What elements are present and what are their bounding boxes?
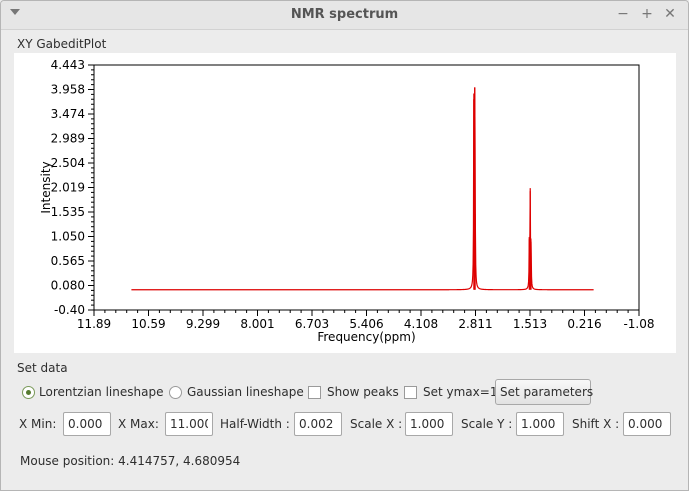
set-ymax-label[interactable]: Set ymax=1 — [423, 385, 498, 399]
y-tick-label: 1.050 — [51, 230, 85, 244]
plot-frame — [93, 64, 640, 311]
halfwidth-label: Half-Width : — [220, 417, 290, 431]
scalex-field[interactable] — [405, 412, 453, 436]
lorentzian-label[interactable]: Lorentzian lineshape — [39, 385, 164, 399]
x-tick-label: 2.811 — [458, 317, 492, 331]
x-tick-label: 0.216 — [567, 317, 601, 331]
set-data-label: Set data — [17, 361, 68, 375]
y-tick-label: 3.958 — [51, 83, 85, 97]
y-tick-label: 2.989 — [51, 132, 85, 146]
maximize-button[interactable]: + — [641, 6, 653, 22]
mouse-position: Mouse position: 4.414757, 4.680954 — [20, 454, 241, 468]
x-axis-label: Frequency(ppm) — [317, 330, 415, 344]
scaley-field[interactable] — [516, 412, 564, 436]
y-tick-label: 4.443 — [51, 58, 85, 72]
set-ymax-checkbox[interactable] — [404, 386, 417, 399]
xmax-label: X Max: — [118, 417, 159, 431]
x-tick-label: 9.299 — [186, 317, 220, 331]
spectrum-line — [131, 87, 594, 291]
halfwidth-field[interactable] — [294, 412, 342, 436]
y-tick-label: 0.080 — [51, 279, 85, 293]
x-tick-label: -1.08 — [623, 317, 654, 331]
x-tick-label: 1.513 — [513, 317, 547, 331]
xmin-label: X Min: — [19, 417, 57, 431]
minimize-button[interactable]: − — [617, 6, 629, 22]
nmr-chart[interactable]: 11.89 10.59 9.299 8.001 6.703 5.406 4.108 2.811… — [14, 53, 676, 353]
x-tick-label: 6.703 — [295, 317, 329, 331]
y-tick-label: -0.40 — [54, 303, 85, 317]
x-tick-label: 11.89 — [77, 317, 111, 331]
y-tick-label: 1.535 — [51, 205, 85, 219]
show-peaks-checkbox[interactable] — [308, 386, 321, 399]
lorentzian-radio[interactable] — [22, 386, 35, 399]
x-tick-label: 8.001 — [240, 317, 274, 331]
y-axis-label: Intensity — [39, 161, 53, 213]
y-tick-label: 2.504 — [51, 156, 85, 170]
scaley-label: Scale Y : — [461, 417, 513, 431]
y-tick-label: 2.019 — [51, 181, 85, 195]
plot-frame-label: XY GabeditPlot — [17, 37, 107, 51]
close-button[interactable]: ✕ — [664, 6, 676, 22]
title-bar: NMR spectrum − + ✕ — [1, 1, 688, 30]
gaussian-label[interactable]: Gaussian lineshape — [187, 385, 304, 399]
xmax-field[interactable] — [165, 412, 213, 436]
window-menu-icon[interactable] — [10, 9, 20, 15]
xmin-field[interactable] — [63, 412, 111, 436]
x-tick-label: 10.59 — [131, 317, 165, 331]
plot-area[interactable]: 11.89 10.59 9.299 8.001 6.703 5.406 4.108 2.811… — [14, 53, 676, 353]
x-tick-label: 5.406 — [349, 317, 383, 331]
shiftx-label: Shift X : — [572, 417, 620, 431]
x-tick-label: 4.108 — [404, 317, 438, 331]
set-parameters-button[interactable]: Set parameters — [495, 379, 593, 405]
scalex-label: Scale X : — [350, 417, 403, 431]
shiftx-field[interactable] — [623, 412, 671, 436]
y-tick-label: 3.474 — [51, 107, 85, 121]
window-title: NMR spectrum — [290, 7, 399, 22]
show-peaks-label[interactable]: Show peaks — [327, 385, 399, 399]
gaussian-radio[interactable] — [169, 386, 182, 399]
y-tick-label: 0.565 — [51, 254, 85, 268]
